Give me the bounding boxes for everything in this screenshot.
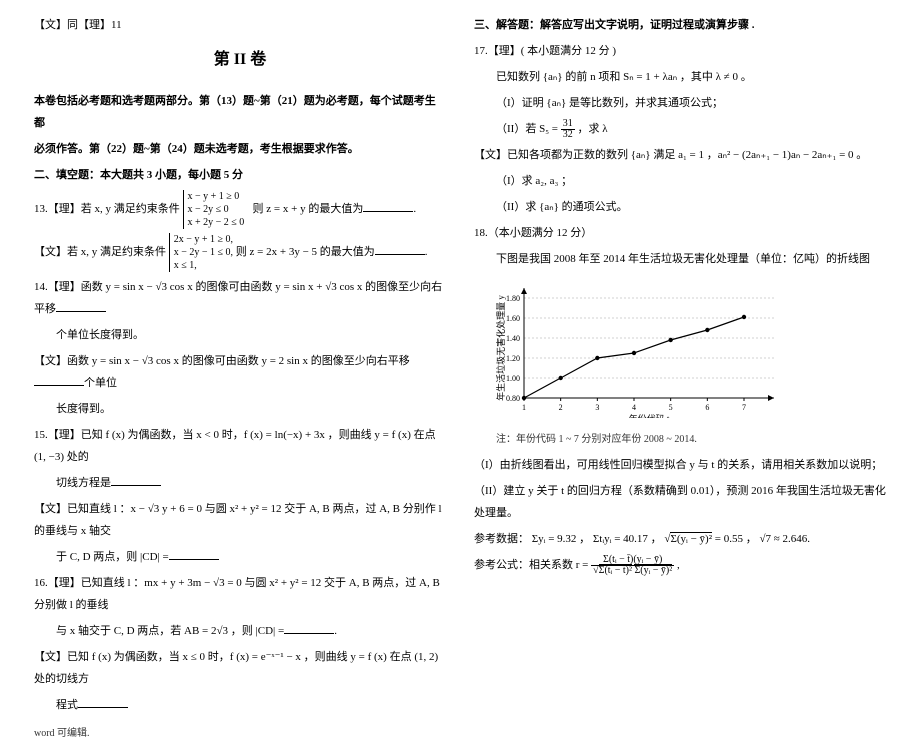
q17-a: 已知数列 {aₙ} 的前 n 项和 Sₙ = 1 + λaₙ ，其中 λ ≠ 0… (474, 66, 886, 88)
svg-text:4: 4 (632, 403, 636, 412)
svg-text:1.20: 1.20 (506, 354, 520, 363)
q15-li-line1: 15.【理】已知 f (x) 为偶函数，当 x < 0 时，f (x) = ln… (34, 424, 446, 468)
q16-li-line1: 16.【理】已知直线 l ：mx + y + 3m − √3 = 0 与圆 x²… (34, 572, 446, 616)
q14-li-line2: 个单位长度得到。 (34, 324, 446, 346)
q17-header: 17.【理】( 本小题满分 12 分 ) (474, 40, 886, 62)
q13-li-system: x − y + 1 ≥ 0 x − 2y ≤ 0 x + 2y − 2 ≤ 0 (183, 190, 245, 229)
q18-c: （II）建立 y 关于 t 的回归方程（系数精确到 0.01），预测 2016 … (474, 480, 886, 524)
paper-title: 第 II 卷 (34, 44, 446, 76)
svg-text:3: 3 (595, 403, 599, 412)
q13-wen-sys3: x ≤ 1, (174, 260, 197, 271)
q13-wen-sys2: x − 2y − 1 ≤ 0, (174, 247, 233, 258)
q16-li-b: 与 x 轴交于 C, D 两点，若 AB = 2√3 ，则 |CD| = (56, 625, 284, 637)
q15-wen-b: 于 C, D 两点，则 |CD| = (56, 551, 169, 563)
svg-text:1.80: 1.80 (506, 294, 520, 303)
q13-li-text-a: 13.【理】若 x, y 满足约束条件 (34, 203, 180, 215)
refdata4: √7 ≈ 2.646. (759, 533, 810, 545)
svg-text:5: 5 (669, 403, 673, 412)
q13-li: 13.【理】若 x, y 满足约束条件 x − y + 1 ≥ 0 x − 2y… (34, 190, 446, 229)
svg-text:6: 6 (705, 403, 709, 412)
blank (169, 548, 219, 560)
q18-header: 18.（本小题满分 12 分） (474, 222, 886, 244)
refformula-den-b: Σ(yᵢ − ȳ)² (634, 564, 672, 576)
q15-wen-line1: 【文】已知直线 l ：x − √3 y + 6 = 0 与圆 x² + y² =… (34, 498, 446, 542)
refdata3v: = 0.55 ， (715, 533, 757, 545)
q18-a: 下图是我国 2008 年至 2014 年生活垃圾无害化处理量（单位：亿吨）的折线… (474, 248, 886, 270)
q17-c-den: 32 (561, 130, 575, 140)
svg-text:2: 2 (559, 403, 563, 412)
ref-data: 参考数据： Σyᵢ = 9.32 ， Σtᵢyᵢ = 40.17 ， √Σ(yᵢ… (474, 528, 886, 550)
footer-text: word 可编辑. (34, 724, 446, 744)
q16-li-line2: 与 x 轴交于 C, D 两点，若 AB = 2√3 ，则 |CD| =. (34, 620, 446, 642)
q13-wen-system: 2x − y + 1 ≥ 0, x − 2y − 1 ≤ 0, x ≤ 1, (169, 233, 233, 272)
svg-text:1.60: 1.60 (506, 314, 520, 323)
refformula-den: √Σ(tᵢ − t̄)² Σ(yᵢ − ȳ)² (591, 566, 674, 576)
q14-wen-line1: 【文】函数 y = sin x − √3 cos x 的图像可由函数 y = 2… (34, 350, 446, 394)
q17-wen-a: 【文】已知各项都为正数的数列 {aₙ} 满足 a₁ = 1 ，aₙ² − (2a… (474, 144, 886, 166)
q13-li-sys3: x + 2y − 2 ≤ 0 (188, 217, 245, 228)
q14-wen-line2: 长度得到。 (34, 398, 446, 420)
q14-wen-b: 个单位 (84, 377, 117, 389)
blank (56, 300, 106, 312)
refformula-den-a: Σ(tᵢ − t̄)² (599, 564, 632, 576)
q17-wen-b: （I）求 a₂, a₃ ； (474, 170, 886, 192)
blank (363, 200, 413, 212)
q17-c-b: ，求 λ (577, 123, 607, 135)
header-small: 【文】同【理】11 (34, 14, 446, 36)
line-chart: 0.80 1.00 1.20 1.40 1.60 1.80 1 2 3 4 5 6 7 年份代码 t 年生活… (494, 278, 794, 418)
refformula-frac: Σ(tᵢ − t̄)(yᵢ − ȳ) √Σ(tᵢ − t̄)² Σ(yᵢ − ȳ… (591, 555, 674, 576)
ref-formula: 参考公式：相关系数 r = Σ(tᵢ − t̄)(yᵢ − ȳ) √Σ(tᵢ −… (474, 554, 886, 576)
q16-wen-b: 程式 (56, 699, 78, 711)
q13-li-sys2: x − 2y ≤ 0 (188, 204, 229, 215)
q14-li-line1: 14.【理】函数 y = sin x − √3 cos x 的图像可由函数 y … (34, 276, 446, 320)
q17-wen-c: （II）求 {aₙ} 的通项公式。 (474, 196, 886, 218)
svg-text:1.40: 1.40 (506, 334, 520, 343)
q15-wen-line2: 于 C, D 两点，则 |CD| = (34, 546, 446, 568)
blank (111, 474, 161, 486)
q13-wen: 【文】若 x, y 满足约束条件 2x − y + 1 ≥ 0, x − 2y … (34, 233, 446, 272)
q18-b: （I）由折线图看出，可用线性回归模型拟合 y 与 t 的关系，请用相关系数加以说… (474, 454, 886, 476)
intro-line1: 本卷包括必考题和选考题两部分。第（13）题~第（21）题为必考题，每个试题考生都 (34, 90, 446, 134)
refformula-label: 参考公式：相关系数 r = (474, 559, 588, 571)
q14-wen-a: 【文】函数 y = sin x − √3 cos x 的图像可由函数 y = 2… (34, 355, 410, 367)
section3-heading: 三、解答题：解答应写出文字说明，证明过程或演算步骤 . (474, 14, 886, 36)
svg-text:1: 1 (522, 403, 526, 412)
svg-text:1.00: 1.00 (506, 374, 520, 383)
q13-wen-sys1: 2x − y + 1 ≥ 0, (174, 234, 233, 245)
svg-text:7: 7 (742, 403, 746, 412)
svg-text:年份代码 t: 年份代码 t (629, 413, 670, 418)
q15-li-b: 切线方程是 (56, 477, 111, 489)
svg-text:0.80: 0.80 (506, 394, 520, 403)
q16-wen-line1: 【文】已知 f (x) 为偶函数，当 x ≤ 0 时，f (x) = e⁻ˣ⁻¹… (34, 646, 446, 690)
section2-heading: 二、填空题：本大题共 3 小题，每小题 5 分 (34, 164, 446, 186)
refdata-label: 参考数据： (474, 533, 529, 545)
blank (284, 622, 334, 634)
svg-text:年生活垃圾无害化处理量 y: 年生活垃圾无害化处理量 y (495, 295, 506, 401)
q16-wen-line2: 程式 (34, 694, 446, 716)
q17-c-frac: 31 32 (561, 119, 575, 140)
intro-line2: 必须作答。第（22）题~第（24）题未选考题，考生根据要求作答。 (34, 138, 446, 160)
refdata2: Σtᵢyᵢ = 40.17 ， (593, 533, 662, 545)
q17-b: （I）证明 {aₙ} 是等比数列，并求其通项公式； (474, 92, 886, 114)
q13-wen-text-b: 则 z = 2x + 3y − 5 的最大值为 (236, 246, 375, 258)
blank (375, 243, 425, 255)
refdata3a: Σ(yᵢ − ȳ)² (670, 532, 712, 545)
blank (34, 374, 84, 386)
q15-li-line2: 切线方程是 (34, 472, 446, 494)
q13-wen-text-a: 【文】若 x, y 满足约束条件 (34, 246, 166, 258)
refdata1: Σyᵢ = 9.32 ， (532, 533, 590, 545)
q17-c: （II）若 S₅ = 31 32 ，求 λ (474, 118, 886, 140)
q13-li-sys1: x − y + 1 ≥ 0 (188, 191, 240, 202)
blank (78, 696, 128, 708)
chart-note: 注：年份代码 1 ~ 7 分别对应年份 2008 ~ 2014. (474, 430, 886, 450)
q13-li-text-b: 则 z = x + y 的最大值为 (253, 203, 364, 215)
q17-c-a: （II）若 S₅ = (496, 123, 558, 135)
